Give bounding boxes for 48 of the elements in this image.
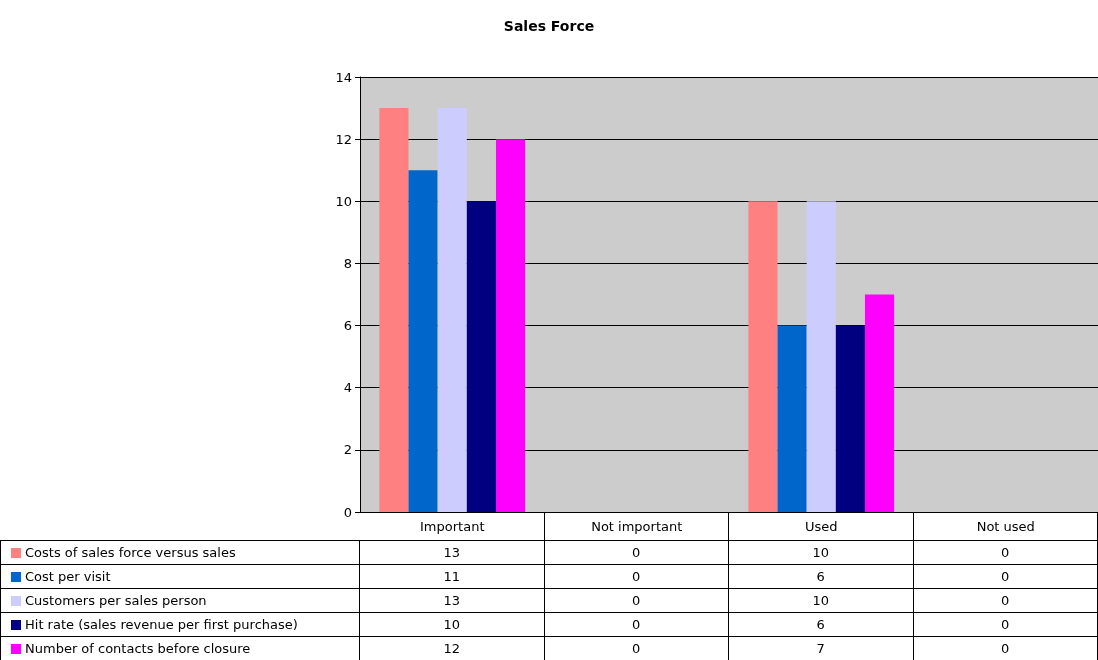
- y-tick-label: 14: [335, 69, 352, 85]
- data-label: 0: [544, 612, 729, 636]
- data-label: 0: [913, 564, 1098, 588]
- data-label: 10: [729, 588, 914, 612]
- legend-label: Number of contacts before closure: [0, 636, 360, 660]
- data-label: 13: [360, 588, 545, 612]
- data-label: 6: [729, 564, 914, 588]
- x-tick-label: Not used: [976, 519, 1035, 534]
- bar: [748, 201, 778, 512]
- bar: [495, 139, 526, 512]
- x-tick-label: Important: [420, 519, 485, 534]
- y-tick-label: 8: [343, 255, 352, 271]
- y-tick-label: 6: [343, 318, 352, 334]
- bar: [379, 108, 409, 512]
- data-label: 6: [729, 612, 914, 636]
- data-label: 0: [544, 636, 729, 660]
- data-label: 7: [729, 636, 914, 660]
- x-tick-label: Not important: [591, 519, 683, 534]
- y-tick-label: 0: [343, 504, 352, 520]
- data-label: 0: [544, 588, 729, 612]
- data-label: 10: [729, 540, 914, 564]
- bar: [408, 170, 438, 512]
- x-tick-label: Used: [804, 519, 838, 534]
- bar: [835, 325, 865, 512]
- y-tick-label: 12: [335, 131, 352, 147]
- data-label: 0: [544, 540, 729, 564]
- y-tick-label: 2: [343, 442, 352, 458]
- bar: [806, 201, 836, 512]
- legend-label: Costs of sales force versus sales: [0, 540, 360, 564]
- bar: [777, 325, 807, 512]
- bar: [437, 108, 467, 512]
- data-label: 0: [913, 612, 1098, 636]
- bar: [864, 294, 895, 512]
- data-label: 11: [360, 564, 545, 588]
- data-label: 10: [360, 612, 545, 636]
- legend-label: Hit rate (sales revenue per first purchase): [0, 612, 360, 636]
- y-tick-label: 10: [335, 193, 352, 209]
- y-tick-label: 4: [343, 380, 352, 396]
- data-label: 0: [913, 540, 1098, 564]
- bar: [466, 201, 496, 512]
- data-label: 0: [913, 636, 1098, 660]
- legend-label: Customers per sales person: [0, 588, 360, 612]
- legend-label: Cost per visit: [0, 564, 360, 588]
- chart-title: Sales Force: [503, 18, 595, 34]
- data-label: 13: [360, 540, 545, 564]
- data-label: 12: [360, 636, 545, 660]
- data-label: 0: [544, 564, 729, 588]
- data-label: 0: [913, 588, 1098, 612]
